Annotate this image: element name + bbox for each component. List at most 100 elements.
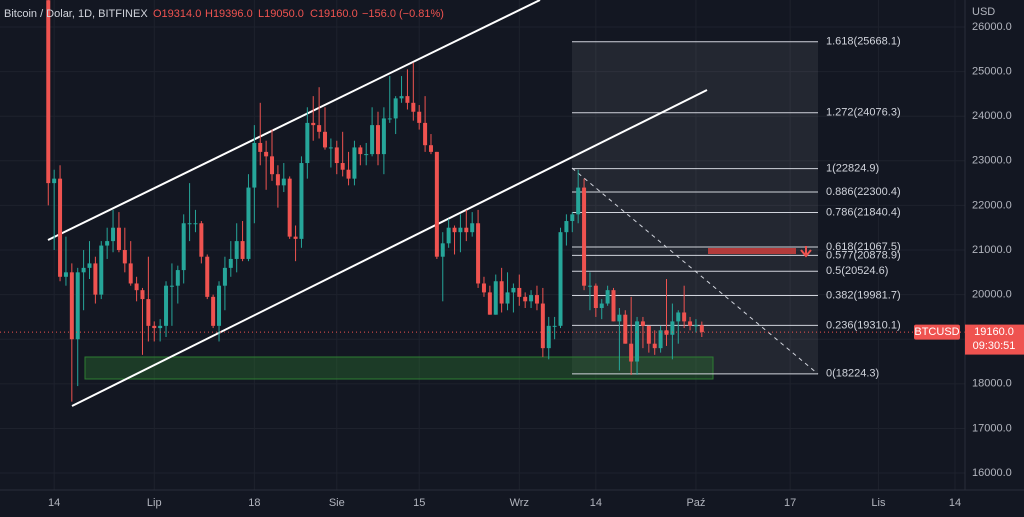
fib-label: 1(22824.9) xyxy=(826,163,879,175)
candle-body xyxy=(623,314,628,344)
fib-label: 1.272(24076.3) xyxy=(826,107,901,119)
candle-body xyxy=(417,111,422,123)
candle-body xyxy=(181,223,186,271)
last-price: 19160.0 xyxy=(974,326,1014,338)
candle-body xyxy=(517,287,522,297)
candle-body xyxy=(152,325,157,329)
x-tick-label: 14 xyxy=(48,497,60,509)
candle-body xyxy=(275,174,280,186)
fib-trend-line xyxy=(571,167,819,375)
y-tick-label: 18000.0 xyxy=(972,378,1012,390)
candle-body xyxy=(293,236,298,239)
candle-body xyxy=(487,292,492,315)
y-tick-label: 16000.0 xyxy=(972,467,1012,479)
candle-body xyxy=(270,156,275,175)
candle-body xyxy=(81,267,86,273)
candle-body xyxy=(252,142,257,188)
candle-body xyxy=(199,223,204,257)
candle-body xyxy=(476,223,481,284)
channel-lower xyxy=(71,89,708,407)
candle-body xyxy=(646,325,651,344)
candle-body xyxy=(658,330,663,349)
candle-body xyxy=(87,263,92,268)
candle-body xyxy=(399,96,404,99)
header-title: Bitcoin / Dolar, 1D, BITFINEX xyxy=(4,8,148,20)
candle-body xyxy=(493,281,498,315)
y-tick-label: 26000.0 xyxy=(972,21,1012,33)
candle-body xyxy=(211,296,216,326)
candle-body xyxy=(134,283,139,291)
candle-body xyxy=(299,163,304,239)
candle-body xyxy=(458,227,463,233)
y-tick-label: 23000.0 xyxy=(972,155,1012,167)
candle-body xyxy=(105,241,110,246)
fib-label: 0(18224.3) xyxy=(826,368,879,380)
x-tick-label: Paź xyxy=(686,497,705,509)
candle-body xyxy=(334,147,339,164)
x-tick-label: Sie xyxy=(329,497,345,509)
candle-body xyxy=(140,290,145,300)
candle-body xyxy=(452,227,457,233)
candle-body xyxy=(52,178,57,184)
candle-body xyxy=(470,223,475,233)
header-close: C19160.0 xyxy=(310,8,358,20)
fib-label: 1.618(25668.1) xyxy=(826,36,901,48)
candle-body xyxy=(611,290,616,322)
candle-body xyxy=(69,272,74,340)
candle-body xyxy=(464,227,469,233)
fib-levels: 1.618(25668.1) 1.272(24076.3) 1(22824.9) 0.… xyxy=(572,36,901,380)
candle-body xyxy=(693,325,698,327)
x-tick-label: 15 xyxy=(413,497,425,509)
candle-body xyxy=(75,272,80,340)
candle-body xyxy=(664,330,669,335)
candle-body xyxy=(387,118,392,120)
candle-body xyxy=(93,263,98,295)
candle-body xyxy=(281,178,286,186)
candle-body xyxy=(676,312,681,322)
down-arrow xyxy=(800,246,812,258)
candle-body xyxy=(234,241,239,259)
fib-label: 0.577(20878.9) xyxy=(826,249,901,261)
candle-body xyxy=(323,131,328,148)
candle-body xyxy=(682,312,687,322)
candle-body xyxy=(564,221,569,233)
fib-label: 0.618(21067.5) xyxy=(826,241,901,253)
candle-body xyxy=(593,285,598,309)
candle-body xyxy=(570,214,575,222)
candle-body xyxy=(529,295,534,302)
candle-body xyxy=(122,250,127,264)
candle-body xyxy=(582,187,587,286)
x-tick-label: Wrz xyxy=(510,497,529,509)
x-tick-label: Lip xyxy=(147,497,162,509)
candle-body xyxy=(311,122,316,126)
candle-body xyxy=(63,272,68,277)
candle-body xyxy=(99,245,104,295)
candle-body xyxy=(393,98,398,119)
currency: USD xyxy=(972,6,995,18)
symbol-tag xyxy=(914,324,960,340)
candle-body xyxy=(411,102,416,112)
candle-body xyxy=(146,299,151,326)
candle-body xyxy=(205,256,210,297)
candle-body xyxy=(164,285,169,326)
candle-body xyxy=(605,290,610,304)
candle-body xyxy=(670,321,675,335)
candle-body xyxy=(428,145,433,152)
candle-body xyxy=(169,285,174,287)
candle-body xyxy=(558,232,563,326)
price-axis xyxy=(965,0,1024,490)
candle-body xyxy=(358,147,363,155)
header-open: O19314.0 xyxy=(153,8,201,20)
y-tick-label: 25000.0 xyxy=(972,65,1012,77)
symbol: BTCUSD xyxy=(914,326,959,338)
fib-label: 0.236(19310.1) xyxy=(826,319,901,331)
candle-body xyxy=(346,169,351,179)
candle-body xyxy=(240,241,245,259)
candle-body xyxy=(370,125,375,155)
candle-body xyxy=(617,314,622,322)
candle-body xyxy=(576,187,581,215)
candle-body xyxy=(187,223,192,225)
candle-body xyxy=(128,263,133,284)
